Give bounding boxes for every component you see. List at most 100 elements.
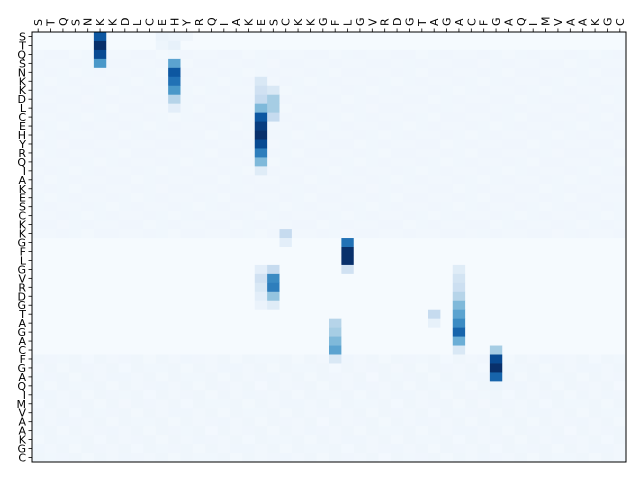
heatmap-cell [267, 417, 280, 427]
heatmap-cell [106, 390, 120, 400]
heatmap-cell [428, 148, 441, 158]
heatmap-cell [452, 121, 466, 131]
heatmap-cell [106, 40, 120, 51]
heatmap-cell [44, 354, 58, 364]
heatmap-cell [390, 247, 404, 257]
heatmap-cell [106, 220, 120, 230]
heatmap-cell [341, 273, 355, 284]
heatmap-cell [502, 157, 516, 167]
heatmap-cell [254, 318, 268, 329]
heatmap-cell [242, 453, 256, 463]
heatmap-cell [378, 363, 392, 373]
heatmap-cell [155, 255, 169, 266]
y-tick-label: V [18, 272, 26, 285]
heatmap-cell [514, 273, 528, 284]
heatmap-cell [316, 32, 330, 42]
heatmap-cell [465, 40, 478, 51]
heatmap-cell [551, 157, 565, 167]
heatmap-cell [118, 85, 132, 96]
heatmap-cell [44, 76, 58, 87]
heatmap-cell [576, 282, 590, 293]
heatmap-cell [341, 453, 355, 463]
heatmap-cell [489, 220, 503, 230]
heatmap-cell [489, 184, 503, 194]
heatmap-cell [44, 291, 58, 302]
x-tick-label: R [379, 18, 392, 26]
heatmap-cell [428, 67, 441, 78]
heatmap-cell [564, 435, 577, 445]
heatmap-cell [514, 58, 528, 69]
heatmap-cell [452, 58, 466, 69]
heatmap-cell [155, 273, 169, 284]
heatmap-cell [304, 372, 318, 382]
heatmap-cell [551, 381, 565, 391]
heatmap-cell [291, 247, 305, 257]
heatmap-cell [390, 112, 404, 122]
heatmap-cell [440, 309, 454, 320]
x-tick-label: D [391, 18, 404, 26]
heatmap-cell [254, 193, 268, 203]
heatmap-cell [440, 112, 454, 122]
heatmap-cell [601, 139, 615, 149]
heatmap-cell [81, 121, 95, 131]
heatmap-cell [353, 363, 367, 373]
heatmap-cell [304, 247, 318, 257]
heatmap-cell [329, 247, 342, 257]
heatmap-cell [168, 291, 181, 302]
heatmap-cell [217, 372, 231, 382]
heatmap-cell [69, 175, 82, 185]
heatmap-cell [69, 58, 82, 69]
heatmap-cell [415, 103, 429, 114]
heatmap-cell [279, 399, 293, 409]
heatmap-cell [452, 453, 466, 463]
heatmap-cell [601, 229, 615, 239]
heatmap-cell [56, 291, 70, 302]
heatmap-cell [316, 220, 330, 230]
heatmap-cell [489, 435, 503, 445]
heatmap-cell [205, 408, 219, 418]
heatmap-cell [254, 130, 268, 140]
heatmap-cell [316, 426, 330, 436]
heatmap-cell [143, 130, 157, 140]
heatmap-cell [514, 291, 528, 302]
heatmap-cell [205, 175, 219, 185]
heatmap-cell [527, 202, 540, 212]
heatmap-cell [527, 363, 540, 373]
heatmap-cell [378, 211, 392, 221]
heatmap-cell [588, 453, 602, 463]
heatmap-cell [539, 247, 553, 257]
heatmap-cell [254, 282, 268, 293]
heatmap-cell [551, 211, 565, 221]
heatmap-cell [32, 336, 45, 346]
heatmap-cell [131, 211, 144, 221]
heatmap-cell [465, 85, 478, 96]
heatmap-cell [131, 193, 144, 203]
heatmap-cell [217, 220, 231, 230]
x-tick-label: A [230, 18, 243, 26]
heatmap-cell [316, 381, 330, 391]
heatmap-cell [291, 417, 305, 427]
x-tick-label: V [366, 18, 379, 26]
heatmap-cell [32, 184, 45, 194]
heatmap-cell [489, 211, 503, 221]
heatmap-cell [56, 264, 70, 275]
heatmap-cell [428, 453, 441, 463]
heatmap-cell [601, 157, 615, 167]
heatmap-cell [452, 300, 466, 311]
heatmap-cell [230, 49, 243, 60]
heatmap-cell [168, 220, 181, 230]
heatmap-cell [514, 112, 528, 122]
heatmap-cell [564, 139, 577, 149]
heatmap-cell [353, 255, 367, 266]
heatmap-cell [502, 408, 516, 418]
heatmap-cell [353, 157, 367, 167]
heatmap-cell [32, 291, 45, 302]
heatmap-cell [168, 58, 181, 69]
heatmap-cell [415, 247, 429, 257]
heatmap-cell [527, 139, 540, 149]
heatmap-cell [143, 121, 157, 131]
heatmap-cell [180, 85, 194, 96]
heatmap-cell [254, 390, 268, 400]
heatmap-cell [267, 453, 280, 463]
